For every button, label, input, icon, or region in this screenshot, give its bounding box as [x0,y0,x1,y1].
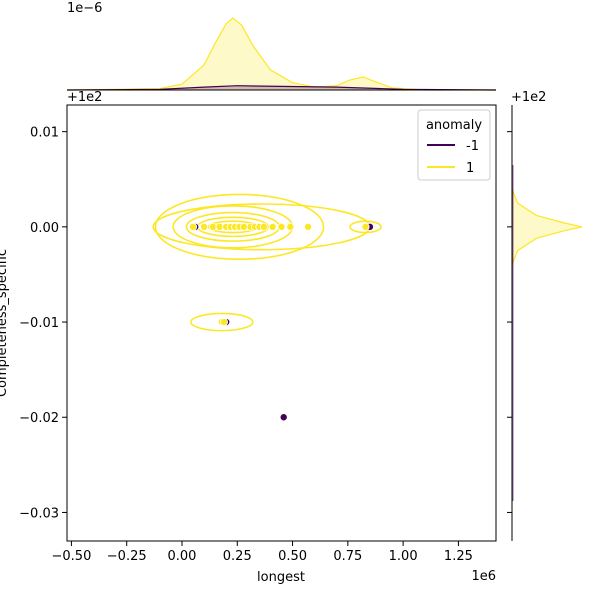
kde-contour-line [154,193,325,261]
y-tick-label: 0.01 [30,126,59,141]
x-tick-label: 0.75 [333,549,362,564]
top-kde-line [66,85,497,91]
legend: anomaly -1 1 [417,109,491,181]
y-axis-label: Completeness_specific [0,249,10,397]
scatter-points [189,222,374,422]
kde-contours [152,193,382,332]
x-tick-label: −0.25 [107,549,147,564]
right-marginal-offset-label: +1e2 [511,90,546,105]
y-offset-label: +1e2 [67,90,102,105]
x-tick-label: 1.00 [389,549,418,564]
x-axis-label: longest [257,570,305,585]
scatter-point [215,222,224,231]
scatter-point [279,413,288,422]
x-tick-label: 0.00 [168,549,197,564]
scatter-point [200,222,209,231]
y-tick-label: −0.01 [19,316,59,331]
x-tick-label: −0.50 [52,549,92,564]
right-kde-line [511,188,583,266]
x-axis-ticks: −0.50 −0.25 0.00 0.25 0.50 0.75 1.00 1.25 [52,541,473,564]
scatter-point [304,222,313,231]
y-tick-label: −0.03 [19,506,59,521]
top-marginal-offset-label: 1e−6 [67,1,102,16]
scatter-point [277,222,286,231]
top-marginal-kde [66,17,497,91]
scatter-point [208,222,217,231]
scatter-point [189,222,198,231]
top-kde-line [66,17,496,91]
x-tick-label: 1.25 [444,549,473,564]
x-tick-label: 0.50 [278,549,307,564]
scatter-point [268,222,277,231]
legend-title: anomaly [426,118,482,133]
right-marginal-kde [511,165,583,501]
scatter-point [361,222,370,231]
plot-area [66,104,497,542]
legend-label-anomaly-1: 1 [466,161,474,176]
kde-contour-line [349,220,382,234]
x-tick-label: 0.25 [223,549,252,564]
scatter-point [220,318,229,327]
scatter-point [239,222,248,231]
kde-contour-line [190,312,254,332]
y-tick-label: 0.00 [30,221,59,236]
top-kde-fill [67,18,496,90]
y-axis-ticks: 0.01 0.00 −0.01 −0.02 −0.03 [19,126,512,521]
y-tick-label: −0.02 [19,411,59,426]
legend-label-anomaly-neg1: -1 [466,139,479,154]
right-kde-fill [512,188,582,265]
scatter-point [286,222,295,231]
scatter-point [259,222,268,231]
x-offset-label: 1e6 [471,569,496,584]
